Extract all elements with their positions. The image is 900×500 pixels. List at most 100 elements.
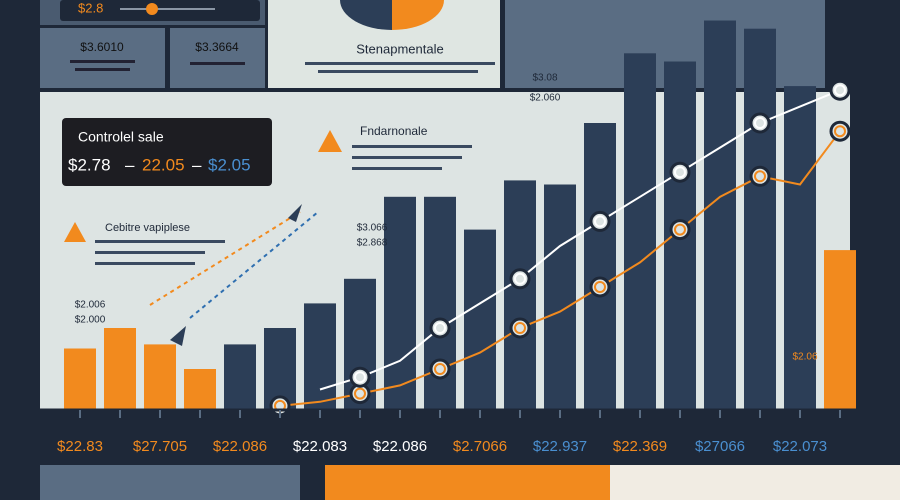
- gauge-part: [392, 0, 444, 30]
- line-marker-ring: [674, 223, 686, 236]
- line-marker-ring: [754, 117, 766, 129]
- line-marker-ring: [514, 272, 526, 285]
- x-tick-label: $27066: [695, 438, 745, 455]
- x-tick-label: $22.83: [57, 438, 103, 455]
- sale-box: [62, 118, 272, 186]
- line-marker: [669, 219, 691, 241]
- small-label: $3.08: [532, 73, 557, 84]
- line-marker: [509, 268, 531, 290]
- line-marker: [509, 317, 531, 339]
- line-marker-ring: [354, 387, 366, 400]
- line-marker-ring: [674, 166, 686, 179]
- line-marker: [589, 210, 611, 232]
- line-marker: [429, 358, 451, 380]
- line-marker-ring: [434, 322, 446, 334]
- x-tick-label: $22.086: [213, 438, 267, 455]
- line: [279, 130, 841, 407]
- bar: [184, 369, 216, 410]
- x-tick-label: $22.086: [373, 438, 427, 455]
- sale-sep: –: [125, 155, 135, 174]
- line-marker: [829, 120, 851, 142]
- x-tick-label: $22.937: [533, 438, 587, 455]
- note-icon: [64, 222, 86, 242]
- trend-arrow: [149, 211, 301, 306]
- small-label: $3.066: [357, 223, 388, 234]
- caption-line: [190, 62, 245, 65]
- caption-line: [75, 68, 130, 71]
- chart: $22.83 $27.705 $22.086 $22.083 $22.086 $2.706…: [40, 20, 860, 455]
- caption-line: [352, 156, 462, 159]
- caption-line: [352, 167, 442, 170]
- bar: [304, 303, 336, 410]
- note-title: Cebitre vapiplese: [105, 222, 190, 234]
- line-marker-ring: [834, 84, 846, 97]
- bar: [544, 184, 576, 410]
- small-label: $2.000: [75, 315, 106, 326]
- stat-value: $3.6010: [80, 40, 124, 54]
- x-tick-label: $22.369: [613, 438, 667, 455]
- footer-block: [40, 465, 300, 500]
- slider-knob: [146, 3, 158, 15]
- line-marker: [749, 112, 771, 134]
- footer-block: [610, 465, 900, 500]
- caption-line: [318, 70, 478, 73]
- line-marker: [669, 161, 691, 183]
- sale-value: $2.05: [208, 155, 251, 174]
- bar: [144, 344, 176, 410]
- caption-line: [95, 251, 205, 254]
- bar: [824, 250, 856, 410]
- stat-value: $3.3664: [195, 40, 239, 54]
- x-tick-label: $27.705: [133, 438, 187, 455]
- info-title: Stenapmentale: [356, 41, 443, 56]
- bar: [504, 180, 536, 410]
- line-marker-ring: [834, 125, 846, 138]
- gauge-part: [340, 0, 392, 30]
- line-marker: [349, 366, 371, 388]
- bar: [744, 28, 776, 410]
- line-marker-ring: [594, 215, 606, 228]
- note-icon: [318, 130, 342, 152]
- line-marker-ring: [354, 371, 366, 384]
- caption-line: [95, 262, 195, 265]
- x-tick-label: $22.073: [773, 438, 827, 455]
- line-marker-ring: [514, 322, 526, 334]
- line-marker: [749, 165, 771, 187]
- note-title: Fndarnonale: [360, 124, 428, 138]
- sale-title: Controlel sale: [78, 129, 164, 145]
- small-label: $2.006: [75, 300, 106, 311]
- badge-box: [60, 0, 260, 21]
- line-marker: [829, 79, 851, 101]
- small-label: $2.868: [357, 238, 388, 249]
- stat-box: [40, 28, 165, 88]
- line-marker-ring: [754, 170, 766, 183]
- bar: [224, 344, 256, 410]
- bar: [384, 196, 416, 410]
- line-marker: [429, 317, 451, 339]
- stat-box: [170, 28, 265, 88]
- bar: [104, 328, 136, 410]
- small-labels: $3.066 $2.868 $2.006 $2.000 $3.08 $2.060 $2.06: [75, 73, 818, 363]
- line-marker-ring: [594, 281, 606, 293]
- caption-line: [305, 62, 495, 65]
- bar: [64, 348, 96, 410]
- badge-text: $2.8: [78, 0, 103, 15]
- sale-value: 22.05: [142, 155, 185, 174]
- bar: [464, 229, 496, 410]
- sale-sep: –: [192, 155, 202, 174]
- bar: [704, 20, 736, 410]
- caption-line: [70, 60, 135, 63]
- line-marker: [589, 276, 611, 298]
- bar: [624, 53, 656, 411]
- sale-value: $2.78: [68, 155, 111, 174]
- small-label: $2.06: [792, 352, 817, 363]
- x-tick-label: $22.083: [293, 438, 347, 455]
- small-label: $2.060: [530, 93, 561, 104]
- caption-line: [95, 240, 225, 243]
- arrow-head: [170, 326, 186, 346]
- x-tick-label: $2.7066: [453, 438, 507, 455]
- line-marker-ring: [434, 363, 446, 375]
- arrow-head: [288, 204, 302, 222]
- bar: [784, 86, 816, 410]
